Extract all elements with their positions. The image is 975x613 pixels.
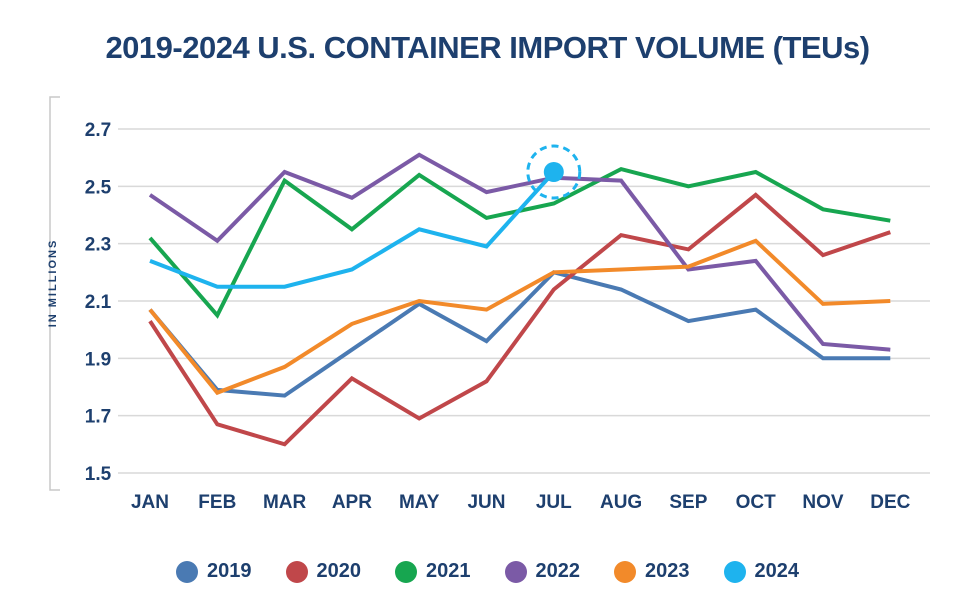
legend-label: 2022 [535, 560, 581, 582]
x-tick-label: DEC [870, 492, 910, 513]
series-line-2019 [148, 270, 891, 398]
highlight-ring [526, 144, 582, 200]
x-tick-label: NOV [802, 492, 844, 513]
legend-swatch [176, 560, 198, 583]
legend-item-2023: 2023 [614, 560, 690, 583]
y-tick-label: 1.9 [85, 349, 111, 370]
x-tick-label: JUL [536, 492, 572, 513]
series-line-2020 [148, 192, 891, 447]
x-tick-labels: JAN FEB MAR APR MAY JUN JUL AUG SEP OCT NOV DEC [131, 492, 911, 513]
legend-item-2019: 2019 [176, 560, 252, 583]
y-axis-label: IN MILLIONS [47, 239, 59, 328]
highlight-marker [526, 144, 582, 200]
legend-swatch [723, 560, 746, 583]
y-tick-label: 2.3 [85, 235, 111, 256]
highlight-dot [543, 162, 564, 182]
x-tick-label: MAR [263, 492, 307, 513]
legend-swatch [285, 560, 308, 583]
x-tick-label: AUG [600, 492, 642, 513]
x-tick-label: APR [332, 492, 372, 513]
legend-swatch [614, 560, 636, 583]
y-tick-label: 2.5 [85, 177, 112, 198]
legend-label: 2021 [426, 560, 471, 582]
series-line-2023 [148, 238, 891, 396]
axis-bracket [49, 96, 60, 491]
x-tick-label: SEP [669, 492, 707, 513]
legend-swatch [504, 560, 527, 583]
legend-item-2021: 2021 [395, 560, 471, 583]
series-lines [148, 152, 891, 447]
legend: 2019 2020 2021 2022 2023 2024 [0, 560, 975, 583]
y-tick-label: 2.1 [85, 292, 112, 313]
chart-title: 2019-2024 U.S. CONTAINER IMPORT VOLUME (… [105, 30, 870, 65]
x-tick-label: JUN [467, 492, 505, 513]
x-tick-label: MAY [399, 492, 440, 513]
legend-swatch [395, 560, 417, 583]
series-line-2022 [148, 152, 891, 352]
legend-label: 2020 [316, 560, 362, 582]
legend-label: 2024 [754, 560, 800, 582]
legend-item-2022: 2022 [504, 560, 581, 583]
series-line-2024 [149, 170, 556, 289]
y-tick-label: 1.7 [85, 407, 111, 428]
legend-item-2024: 2024 [723, 560, 800, 583]
legend-label: 2019 [207, 560, 252, 582]
x-tick-label: OCT [736, 492, 777, 513]
y-tick-label: 1.5 [85, 464, 112, 485]
y-tick-label: 2.7 [85, 120, 111, 141]
legend-label: 2023 [645, 560, 690, 582]
legend-item-2020: 2020 [285, 560, 362, 583]
y-axis-bracket [49, 96, 60, 491]
x-tick-label: JAN [131, 492, 169, 513]
y-tick-labels: 2.7 2.5 2.3 2.1 1.9 1.7 1.5 [85, 120, 112, 485]
x-tick-label: FEB [198, 492, 236, 513]
series-line-2021 [148, 166, 891, 319]
